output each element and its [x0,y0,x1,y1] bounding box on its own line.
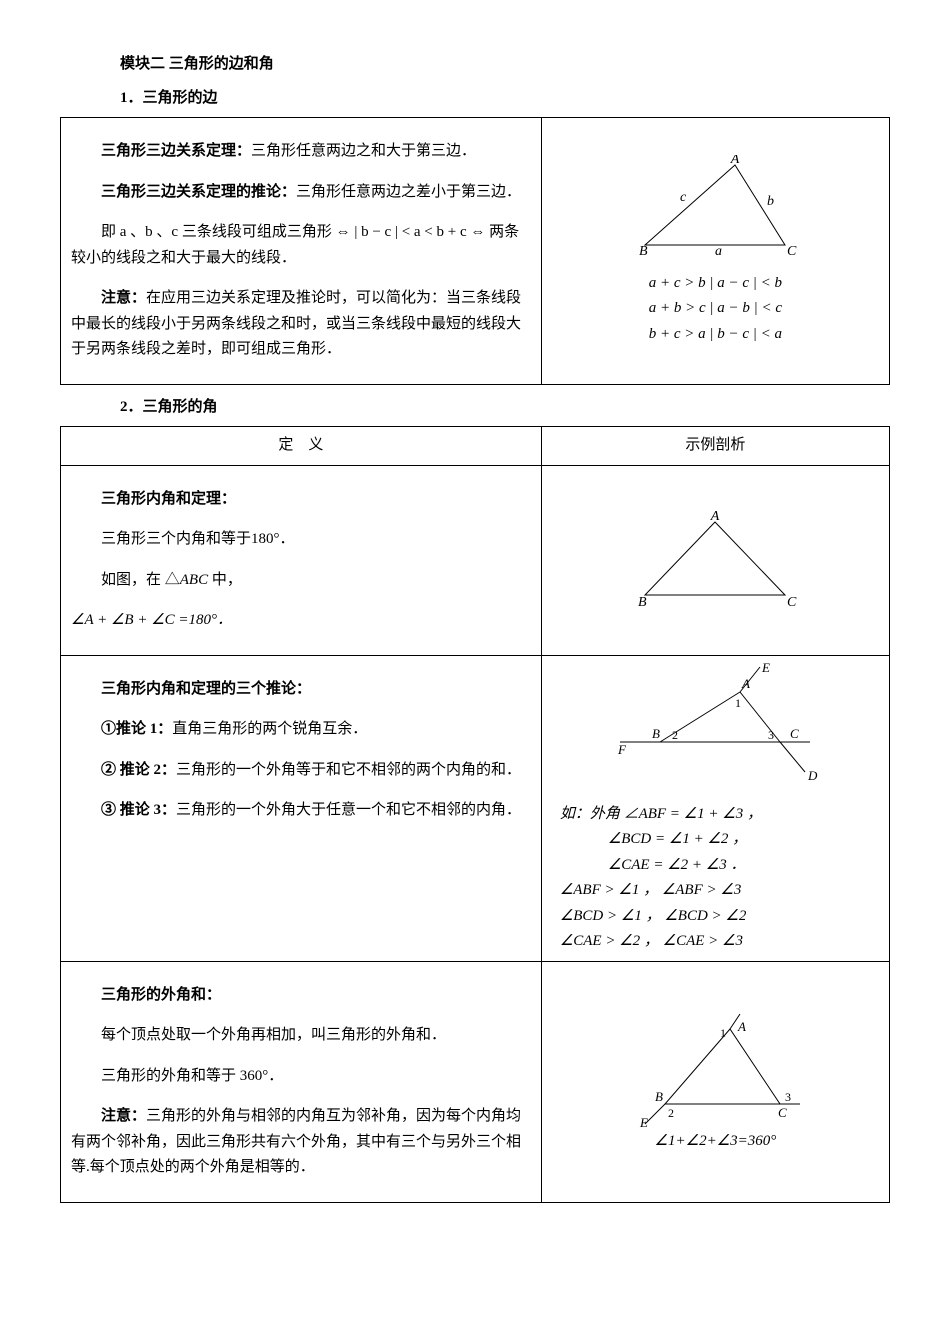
interior-sum-text: 三角形内角和定理： 三角形三个内角和等于180°． 如图，在 △ABC 中， ∠… [61,465,542,655]
lab3-C: C [778,1105,787,1120]
line2-tri: ABC [180,572,208,588]
exline-0: 如：外角 ∠ABF = ∠1 + ∠3 ， [560,802,879,828]
cor3-text: 三角形的一个外角大于任意一个和它不相邻的内角． [176,802,521,818]
note-label: 注意： [101,290,146,306]
lab2-1: 1 [735,696,741,710]
label-C: C [787,244,797,259]
theorem-text: 三角形任意两边之和大于第三边． [251,143,476,159]
ineq-1: a + c > b | a − c | < b [649,271,782,297]
interior-diagram: A B C [541,465,889,655]
lab-C: C [787,595,797,610]
label-B: B [639,244,648,259]
ext-note: 注意：三角形的外角与相邻的内角互为邻补角，因为每个内角均有两个邻补角，因此三角形… [71,1104,531,1181]
cor2: ② 推论 2：三角形的一个外角等于和它不相邻的两个内角的和． [71,758,531,784]
cor2-label: ② 推论 2： [101,762,176,778]
exline-1: ∠BCD = ∠1 + ∠2 ， [560,827,879,853]
corollaries-text: 三角形内角和定理的三个推论： ①推论 1：直角三角形的两个锐角互余． ② 推论 … [61,655,542,961]
lab2-F: F [617,742,627,757]
lab2-B: B [652,726,660,741]
lab3-B: B [655,1089,663,1104]
lab2-2: 2 [672,728,678,742]
note-line: 注意：在应用三边关系定理及推论时，可以简化为：当三条线段中最长的线段小于另两条线… [71,286,531,363]
col-definition: 定 义 [61,427,542,466]
interior-eq: ∠A + ∠B + ∠C =180°． [71,608,531,634]
line2-post: 中， [208,572,242,588]
exterior-sum-text: 三角形的外角和： 每个顶点处取一个外角再相加，叫三角形的外角和． 三角形的外角和… [61,961,542,1202]
module-title: 模块二 三角形的边和角 [120,52,890,78]
abc-line: 即 a 、b 、c 三条线段可组成三角形 ⇔ | b − c | < a < b… [71,220,531,271]
exterior-angle-svg: A B C D E F 1 2 3 [610,662,820,802]
theorem-label: 三角形三边关系定理： [101,143,251,159]
inequality-block: a + c > b | a − c | < b a + b > c | a − … [649,271,782,348]
row-interior-sum: 三角形内角和定理： 三角形三个内角和等于180°． 如图，在 △ABC 中， ∠… [61,465,890,655]
ineq-2: a + b > c | a − b | < c [649,296,782,322]
row-exterior-sum: 三角形的外角和： 每个顶点处取一个外角再相加，叫三角形的外角和． 三角形的外角和… [61,961,890,1202]
section2-title: 2．三角形的角 [120,395,890,421]
lab3-1: 1 [720,1026,726,1040]
label-b: b [767,194,774,209]
corollary-label: 三角形三边关系定理的推论： [101,184,296,200]
exterior-sum-svg: A B C E 1 2 3 [620,1009,810,1129]
lab2-D: D [807,768,818,783]
lab2-A: A [741,676,750,691]
cor3-label: ③ 推论 3： [101,802,176,818]
lab-A: A [710,510,720,524]
exline-2: ∠CAE = ∠2 + ∠3 ． [560,853,879,879]
corollaries-title: 三角形内角和定理的三个推论： [71,677,531,703]
lab3-A: A [737,1019,746,1034]
cor1: ①推论 1：直角三角形的两个锐角互余． [71,717,531,743]
cor3: ③ 推论 3：三角形的一个外角大于任意一个和它不相邻的内角． [71,798,531,824]
row-corollaries: 三角形内角和定理的三个推论： ①推论 1：直角三角形的两个锐角互余． ② 推论 … [61,655,890,961]
col-example: 示例剖析 [541,427,889,466]
cor2-text: 三角形的一个外角等于和它不相邻的两个内角的和． [176,762,521,778]
lab3-2: 2 [668,1106,674,1120]
ineq-3: b + c > a | b − c | < a [649,322,782,348]
exline-3: ∠ABF > ∠1 ， ∠ABF > ∠3 [560,878,879,904]
triangle-angles-table: 定 义 示例剖析 三角形内角和定理： 三角形三个内角和等于180°． 如图，在 … [60,426,890,1203]
triangle-interior-svg: A B C [630,510,800,610]
sides-diagram-cell: A B C a b c a + c > b | a − c | < b a + … [541,118,889,385]
label-A: A [730,155,740,167]
ext-line1: 每个顶点处取一个外角再相加，叫三角形的外角和． [71,1023,531,1049]
label-a: a [715,244,722,259]
corollary-text: 三角形任意两边之差小于第三边． [296,184,521,200]
ext-line2: 三角形的外角和等于 360°． [71,1064,531,1090]
ext-eq: ∠1+∠2+∠3=360° [552,1129,879,1155]
ext-note-label: 注意： [101,1108,146,1124]
interior-line2: 如图，在 △ABC 中， [71,568,531,594]
exline-5: ∠CAE > ∠2 ， ∠CAE > ∠3 [560,929,879,955]
theorem-line: 三角形三边关系定理：三角形任意两边之和大于第三边． [71,139,531,165]
line2-pre: 如图，在 △ [101,572,180,588]
cor1-label: ①推论 1： [101,721,172,737]
lab3-3: 3 [785,1090,791,1104]
exterior-examples: 如：外角 ∠ABF = ∠1 + ∠3 ， ∠BCD = ∠1 + ∠2 ， ∠… [552,802,879,955]
lab2-E: E [761,662,770,675]
corollary-line: 三角形三边关系定理的推论：三角形任意两边之差小于第三边． [71,180,531,206]
sides-text-cell: 三角形三边关系定理：三角形任意两边之和大于第三边． 三角形三边关系定理的推论：三… [61,118,542,385]
triangle-sides-box: 三角形三边关系定理：三角形任意两边之和大于第三边． 三角形三边关系定理的推论：三… [60,117,890,385]
lab-B: B [638,595,647,610]
label-c: c [680,190,687,205]
lab2-C: C [790,726,799,741]
lab2-3: 3 [768,728,774,742]
cor1-text: 直角三角形的两个锐角互余． [172,721,367,737]
ext-title: 三角形的外角和： [71,983,531,1009]
triangle-abc-diagram: A B C a b c [625,155,805,265]
interior-eq-text: ∠A + ∠B + ∠C =180°． [71,612,232,628]
interior-title: 三角形内角和定理： [71,487,531,513]
lab3-E: E [639,1115,648,1129]
exline-4: ∠BCD > ∠1 ， ∠BCD > ∠2 [560,904,879,930]
corollaries-diagram: A B C D E F 1 2 3 如：外角 ∠ABF = ∠1 + ∠3 ， … [541,655,889,961]
exterior-sum-diagram: A B C E 1 2 3 ∠1+∠2+∠3=360° [541,961,889,1202]
section1-title: 1．三角形的边 [120,86,890,112]
interior-line1: 三角形三个内角和等于180°． [71,527,531,553]
